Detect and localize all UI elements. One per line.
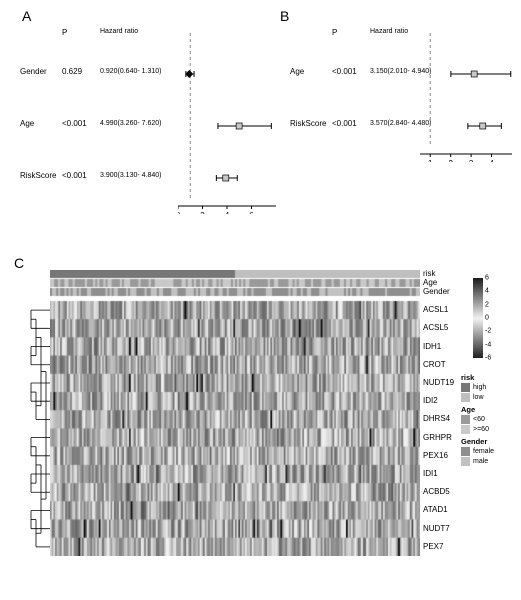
gene-label: IDI1 xyxy=(423,469,438,478)
heatmap-panel: riskAgeGender ACSL1 ACSL5 IDH1 CROT NUDT19 IDI… xyxy=(10,270,515,590)
svg-text:0: 0 xyxy=(178,211,181,214)
legend-swatch xyxy=(461,457,470,466)
gene-label: ACSL5 xyxy=(423,323,448,332)
svg-text:2: 2 xyxy=(448,159,453,162)
legend-label: low xyxy=(473,394,484,401)
forest-row-p: <0.001 xyxy=(62,171,100,180)
svg-text:1: 1 xyxy=(428,159,433,162)
forest-plot-b: P Hazard ratioAge <0.001 3.150(2.010- 4.… xyxy=(290,28,515,149)
legend-item: high xyxy=(461,383,521,392)
gene-label: ATAD1 xyxy=(423,505,448,514)
panel-b-label: B xyxy=(280,8,289,24)
gene-label: IDI2 xyxy=(423,396,438,405)
legend-box: risk high low Age <60 >=60 Gender female male xyxy=(461,370,521,466)
forest-header-p: P xyxy=(332,28,370,37)
legend-item: male xyxy=(461,457,521,466)
legend-label: male xyxy=(473,458,488,465)
forest-svg: 0246Hazard Ratio xyxy=(178,28,276,214)
legend-label: <60 xyxy=(473,416,485,423)
legend-label: female xyxy=(473,448,494,455)
gene-label: DHRS4 xyxy=(423,414,450,423)
panel-a-label: A xyxy=(22,8,31,24)
legend-label: >=60 xyxy=(473,426,489,433)
legend-title: risk xyxy=(461,373,521,382)
gene-label: ACSL1 xyxy=(423,305,448,314)
svg-text:3: 3 xyxy=(469,159,474,162)
colorbar-tick: -4 xyxy=(485,341,491,348)
gene-label: IDH1 xyxy=(423,342,441,351)
legend-swatch xyxy=(461,447,470,456)
legend-title: Gender xyxy=(461,437,521,446)
legend-swatch xyxy=(461,415,470,424)
svg-text:4: 4 xyxy=(225,211,230,214)
svg-text:6: 6 xyxy=(249,211,254,214)
heatmap-canvas xyxy=(50,270,420,556)
forest-row-hr: 0.920(0.640- 1.310) xyxy=(100,68,178,75)
gene-label: NUDT7 xyxy=(423,524,450,533)
annotation-label: Gender xyxy=(423,287,450,296)
legend-label: high xyxy=(473,384,486,391)
legend-swatch xyxy=(461,393,470,402)
gene-label: PEX16 xyxy=(423,451,448,460)
forest-row-p: 0.629 xyxy=(62,67,100,76)
forest-row-label: Gender xyxy=(20,67,62,76)
forest-row-hr: 3.900(3.130- 4.840) xyxy=(100,172,178,179)
forest-header-p: P xyxy=(62,28,100,37)
forest-svg: 1234Hazard Ratio xyxy=(420,28,512,162)
svg-text:4: 4 xyxy=(489,159,494,162)
colorbar-tick: 2 xyxy=(485,301,489,308)
legend-swatch xyxy=(461,425,470,434)
legend-item: female xyxy=(461,447,521,456)
forest-row-p: <0.001 xyxy=(62,119,100,128)
annotation-label: risk xyxy=(423,269,435,278)
gene-label: ACBD5 xyxy=(423,487,450,496)
colorbar-tick: 4 xyxy=(485,288,489,295)
legend-swatch xyxy=(461,383,470,392)
gene-label: CROT xyxy=(423,360,446,369)
panel-c-label: C xyxy=(14,255,24,271)
forest-row-p: <0.001 xyxy=(332,119,370,128)
dendrogram xyxy=(10,270,50,556)
forest-row-hr: 4.990(3.260- 7.620) xyxy=(100,120,178,127)
gene-label: PEX7 xyxy=(423,542,443,551)
colorbar-tick: 0 xyxy=(485,315,489,322)
forest-row-label: RiskScore xyxy=(290,119,332,128)
gene-label: GRHPR xyxy=(423,433,452,442)
legend-item: <60 xyxy=(461,415,521,424)
forest-header-hr: Hazard ratio xyxy=(100,28,178,37)
legend-item: low xyxy=(461,393,521,402)
legend-title: Age xyxy=(461,405,521,414)
colorbar-tick: -6 xyxy=(485,355,491,362)
forest-row-label: RiskScore xyxy=(20,171,62,180)
forest-row-p: <0.001 xyxy=(332,67,370,76)
forest-row-label: Age xyxy=(290,67,332,76)
colorbar-tick: -2 xyxy=(485,328,491,335)
forest-row-label: Age xyxy=(20,119,62,128)
forest-plot-a: P Hazard ratio Gender 0.629 0.920(0.640- … xyxy=(20,28,280,201)
colorbar-ticks: 6420-2-4-6 xyxy=(473,278,483,358)
annotation-label: Age xyxy=(423,278,437,287)
gene-label: NUDT19 xyxy=(423,378,454,387)
legend-item: >=60 xyxy=(461,425,521,434)
svg-text:2: 2 xyxy=(200,211,205,214)
colorbar-tick: 6 xyxy=(485,275,489,282)
